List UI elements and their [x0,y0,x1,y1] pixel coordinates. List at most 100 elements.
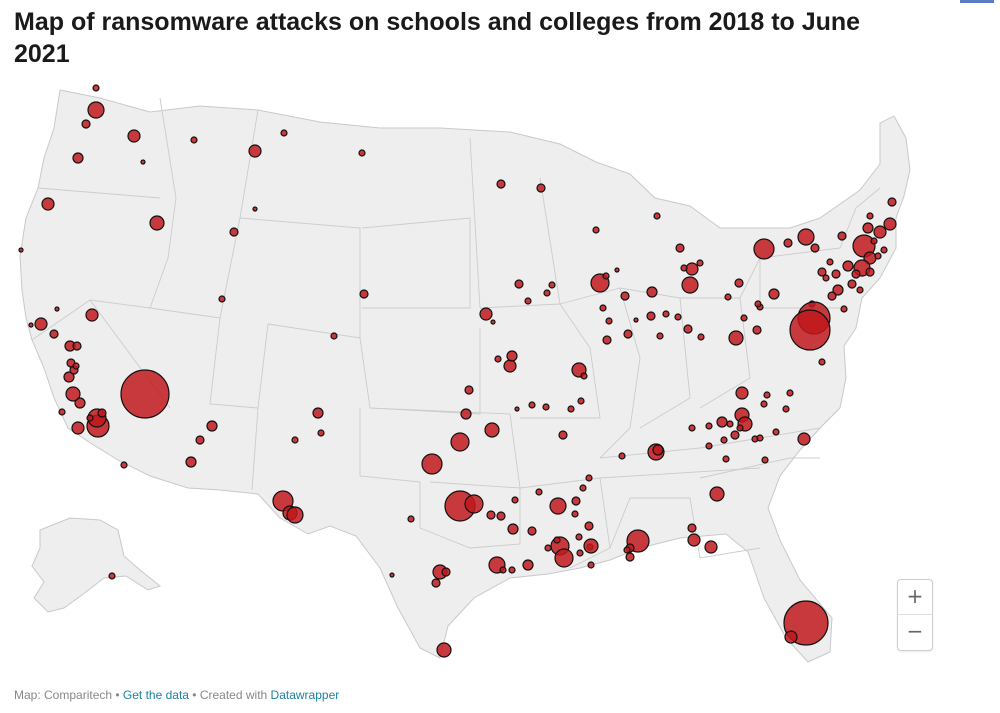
attack-marker[interactable] [503,359,517,373]
attack-marker[interactable] [479,307,493,321]
attack-marker[interactable] [831,269,841,279]
attack-marker[interactable] [865,267,875,277]
attack-marker[interactable] [583,538,599,554]
attack-marker[interactable] [407,515,415,523]
attack-marker[interactable] [784,630,798,644]
get-data-link[interactable]: Get the data [122,688,189,702]
attack-marker[interactable] [579,484,587,492]
attack-marker[interactable] [687,523,697,533]
attack-marker[interactable] [484,422,500,438]
attack-marker[interactable] [585,474,593,482]
attack-marker[interactable] [317,429,325,437]
attack-marker[interactable] [252,206,258,212]
attack-marker[interactable] [652,444,664,456]
attack-marker[interactable] [736,424,744,432]
attack-marker[interactable] [797,228,815,246]
attack-marker[interactable] [797,432,811,446]
attack-marker[interactable] [97,408,107,418]
attack-marker[interactable] [587,561,595,569]
attack-marker[interactable] [818,358,826,366]
attack-marker[interactable] [752,325,762,335]
attack-marker[interactable] [740,314,748,322]
attack-marker[interactable] [656,332,664,340]
attack-marker[interactable] [431,578,441,588]
attack-marker[interactable] [847,279,857,289]
attack-marker[interactable] [218,295,226,303]
attack-marker[interactable] [688,424,696,432]
attack-marker[interactable] [72,152,84,164]
attack-marker[interactable] [522,559,534,571]
attack-marker[interactable] [571,510,579,518]
attack-marker[interactable] [527,526,537,536]
attack-marker[interactable] [464,385,474,395]
attack-marker[interactable] [705,422,713,430]
attack-marker[interactable] [856,286,864,294]
attack-marker[interactable] [120,461,128,469]
attack-marker[interactable] [709,486,725,502]
attack-marker[interactable] [499,566,507,574]
attack-marker[interactable] [633,317,639,323]
attack-marker[interactable] [511,496,519,504]
attack-marker[interactable] [687,533,701,547]
attack-marker[interactable] [514,406,520,412]
attack-marker[interactable] [86,414,94,422]
attack-marker[interactable] [542,403,550,411]
attack-marker[interactable] [789,309,831,351]
attack-marker[interactable] [63,371,75,383]
attack-marker[interactable] [618,452,626,460]
attack-marker[interactable] [543,289,551,297]
attack-marker[interactable] [464,494,484,514]
attack-marker[interactable] [280,129,288,137]
attack-marker[interactable] [54,306,60,312]
attack-marker[interactable] [696,259,704,267]
attack-marker[interactable] [576,549,584,557]
attack-marker[interactable] [506,350,518,362]
attack-marker[interactable] [720,436,728,444]
attack-marker[interactable] [72,362,80,370]
attack-marker[interactable] [127,129,141,143]
us-map[interactable] [0,78,1000,678]
attack-marker[interactable] [735,386,749,400]
attack-marker[interactable] [786,389,794,397]
attack-marker[interactable] [782,405,790,413]
attack-marker[interactable] [705,442,713,450]
attack-marker[interactable] [74,397,86,409]
attack-marker[interactable] [34,317,48,331]
attack-marker[interactable] [599,304,607,312]
attack-marker[interactable] [49,329,59,339]
attack-marker[interactable] [580,372,588,380]
attack-marker[interactable] [866,212,874,220]
attack-marker[interactable] [734,278,744,288]
attack-marker[interactable] [536,183,546,193]
attack-marker[interactable] [460,408,472,420]
attack-marker[interactable] [312,407,324,419]
attack-marker[interactable] [646,286,658,298]
attack-marker[interactable] [697,333,705,341]
attack-marker[interactable] [683,324,693,334]
attack-marker[interactable] [507,523,519,535]
attack-marker[interactable] [524,297,532,305]
attack-marker[interactable] [544,544,552,552]
attack-marker[interactable] [592,226,600,234]
attack-marker[interactable] [680,264,688,272]
attack-marker[interactable] [817,267,827,277]
attack-marker[interactable] [421,453,443,475]
attack-marker[interactable] [28,322,34,328]
datawrapper-link[interactable]: Datawrapper [270,688,340,702]
attack-marker[interactable] [330,332,338,340]
attack-marker[interactable] [681,276,699,294]
attack-marker[interactable] [653,212,661,220]
attack-marker[interactable] [722,455,730,463]
attack-marker[interactable] [71,421,85,435]
attack-marker[interactable] [185,456,197,468]
attack-marker[interactable] [450,432,470,452]
attack-marker[interactable] [826,258,834,266]
attack-marker[interactable] [85,308,99,322]
attack-marker[interactable] [862,222,874,234]
attack-marker[interactable] [730,430,740,440]
attack-marker[interactable] [753,238,775,260]
attack-marker[interactable] [620,291,630,301]
attack-marker[interactable] [389,572,395,578]
attack-marker[interactable] [837,231,847,241]
attack-marker[interactable] [514,279,524,289]
